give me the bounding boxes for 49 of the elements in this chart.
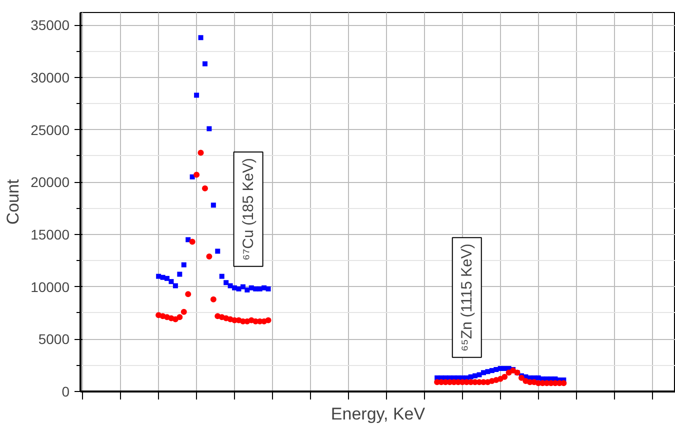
point [485, 369, 490, 374]
point [202, 185, 208, 192]
y-tick-label: 15000 [30, 226, 70, 242]
point [210, 202, 216, 208]
y-tick-label: 5000 [38, 331, 70, 348]
point [502, 366, 508, 371]
point [206, 126, 212, 132]
point [472, 373, 478, 378]
y-axis-title: Count [4, 179, 23, 225]
point [215, 248, 220, 254]
y-tick-label: 30000 [30, 69, 70, 86]
point [181, 262, 186, 268]
point [502, 374, 508, 380]
y-tick-label: 10000 [30, 278, 70, 295]
point [194, 172, 200, 178]
point [194, 92, 200, 98]
point [176, 314, 183, 320]
point [219, 274, 224, 279]
point [262, 285, 267, 290]
point [189, 238, 196, 245]
annotation: ⁶⁵Zn (1115 KeV) [458, 244, 476, 352]
point [244, 287, 250, 292]
point [172, 283, 178, 288]
x-axis-title: Energy, KeV [330, 404, 426, 424]
point [198, 35, 204, 40]
annotation: ⁶⁷Cu (185 KeV) [240, 158, 257, 260]
point [253, 286, 258, 292]
point [494, 367, 499, 372]
point [177, 272, 182, 277]
point [180, 308, 187, 315]
y-tick-label: 25000 [30, 122, 70, 138]
point [206, 253, 212, 260]
point [156, 274, 162, 279]
point [202, 61, 208, 66]
point [168, 279, 174, 284]
point [518, 374, 524, 381]
point [198, 150, 204, 156]
point [186, 237, 191, 242]
point [240, 284, 246, 290]
point [266, 286, 271, 292]
point [236, 286, 242, 292]
point [224, 280, 229, 286]
y-tick-label: 0 [62, 384, 70, 400]
point [164, 276, 170, 281]
point [265, 317, 272, 324]
point [210, 296, 216, 302]
y-tick-label: 20000 [30, 174, 70, 190]
point [185, 291, 192, 298]
y-tick-label: 35000 [30, 17, 70, 34]
